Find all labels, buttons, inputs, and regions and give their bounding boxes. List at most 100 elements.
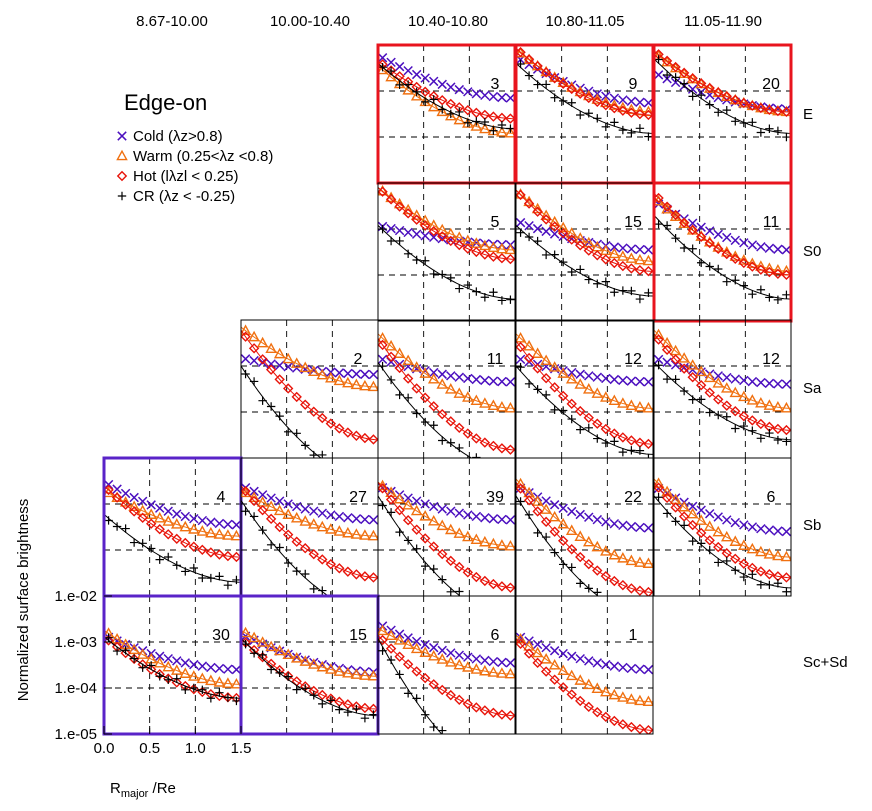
data-point-warm: [516, 632, 527, 644]
col-header: 10.80-11.05: [546, 13, 625, 30]
data-point-cr: [480, 293, 490, 302]
data-point-cr: [654, 493, 663, 502]
data-point-cold: [428, 501, 439, 512]
data-point-warm: [333, 525, 346, 536]
data-point-warm: [746, 542, 759, 554]
data-point-cr: [181, 567, 190, 576]
panel: 22: [515, 457, 654, 597]
data-point-cr: [378, 646, 387, 655]
data-point-warm: [444, 383, 457, 394]
axes: Normalized surface brightness 1.e-02 1.e-…: [15, 499, 251, 800]
data-point-hot: [755, 102, 767, 114]
fit-line-cr: [516, 62, 653, 134]
data-point-cr: [189, 683, 199, 693]
data-point-hot: [419, 533, 431, 544]
data-point-warm: [678, 352, 690, 363]
data-point-warm: [325, 371, 337, 383]
data-point-cr: [627, 286, 636, 296]
fit-line-hot: [654, 192, 791, 276]
data-point-warm: [557, 664, 569, 676]
data-point-cold: [739, 238, 749, 248]
data-point-cr: [550, 250, 559, 259]
data-point-hot: [334, 563, 345, 574]
fit-line-warm: [378, 627, 515, 675]
data-point-cold: [541, 496, 551, 506]
data-point-hot: [171, 533, 182, 545]
data-point-cr: [438, 270, 447, 279]
data-point-hot: [661, 492, 673, 504]
data-point-cr: [722, 412, 731, 421]
data-point-cold: [343, 512, 353, 523]
data-point-cr: [627, 446, 636, 455]
data-point-warm: [307, 518, 320, 529]
data-point-cold: [189, 513, 199, 524]
data-point-warm: [574, 378, 587, 389]
data-point-cr: [249, 512, 259, 521]
data-point-warm: [531, 646, 544, 658]
data-point-cr: [558, 406, 568, 415]
data-point-warm: [222, 677, 234, 688]
data-point-warm: [755, 396, 767, 408]
data-point-warm: [608, 688, 621, 700]
data-point-hot: [445, 98, 456, 110]
data-point-cr: [506, 295, 515, 304]
data-point-hot: [747, 261, 758, 272]
data-point-hot: [505, 444, 515, 455]
data-point-warm: [419, 214, 431, 226]
data-point-warm: [241, 324, 252, 335]
legend-marker-warm: [116, 149, 128, 161]
data-point-hot: [781, 424, 791, 436]
data-point-warm: [755, 545, 767, 557]
data-point-cr: [601, 122, 611, 132]
data-point-cr: [584, 275, 593, 284]
data-point-cr: [301, 569, 310, 579]
data-point-cold: [609, 518, 620, 529]
data-point-hot: [643, 109, 653, 121]
panel: 12: [653, 319, 792, 459]
data-point-cr: [138, 539, 147, 548]
data-point-cold: [618, 243, 628, 253]
data-point-warm: [729, 386, 742, 398]
data-point-hot: [755, 264, 767, 275]
data-point-cold: [566, 367, 577, 378]
data-point-cr: [386, 66, 396, 76]
data-point-warm: [325, 523, 337, 534]
data-point-cr: [369, 710, 378, 719]
data-point-hot: [695, 527, 707, 539]
data-point-warm: [436, 653, 449, 664]
data-point-hot: [670, 209, 681, 221]
fit-line-hot: [241, 638, 378, 710]
data-point-hot: [772, 423, 784, 435]
data-point-warm: [162, 515, 175, 526]
data-point-warm: [299, 655, 312, 666]
data-point-cr: [481, 764, 489, 772]
data-point-warm: [453, 658, 466, 670]
data-point-cr: [550, 93, 559, 102]
data-point-warm: [290, 511, 303, 523]
data-point-hot: [687, 73, 698, 84]
data-point-cr: [386, 236, 396, 246]
data-point-warm: [290, 652, 303, 663]
data-point-warm: [385, 629, 397, 641]
fit-line-hot: [654, 333, 791, 431]
data-point-warm: [504, 243, 515, 255]
data-point-hot: [566, 234, 577, 245]
data-point-cold: [360, 369, 370, 380]
legend-marker-cold: [117, 131, 127, 141]
data-point-cold: [773, 379, 783, 389]
data-point-hot: [145, 518, 157, 529]
col-header: 11.05-11.90: [684, 13, 762, 30]
data-point-warm: [241, 626, 252, 638]
data-point-cold: [584, 371, 594, 381]
fit-line-cr: [654, 362, 791, 441]
fit-line-hot: [241, 485, 378, 579]
data-point-cold: [291, 501, 302, 512]
data-point-cr: [748, 570, 757, 579]
data-point-hot: [462, 105, 474, 116]
data-point-cr: [455, 107, 464, 117]
fit-line-hot: [378, 187, 515, 260]
data-point-hot: [402, 208, 414, 219]
data-point-cr: [748, 426, 757, 435]
data-point-cold: [764, 243, 775, 253]
data-point-cr: [635, 446, 645, 455]
